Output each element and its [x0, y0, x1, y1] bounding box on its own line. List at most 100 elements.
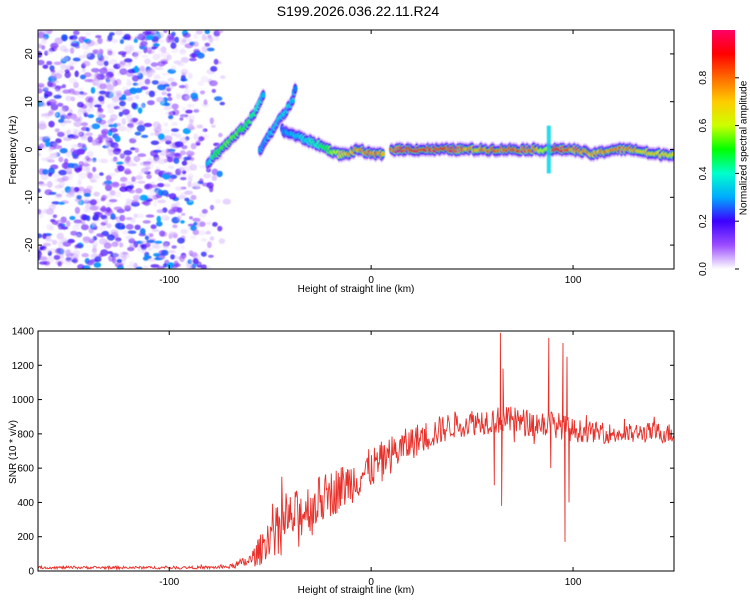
spectrogram-noise-cell	[75, 243, 84, 249]
spectrogram-noise-cell	[104, 217, 109, 224]
spectrogram-noise-cell	[69, 38, 77, 45]
spectrogram-noise-cell	[54, 88, 59, 93]
spectrogram-noise-cell	[193, 222, 198, 226]
snr-x-label: Height of straight line (km)	[298, 585, 415, 596]
spectrogram-noise-cell	[180, 177, 187, 181]
spectrogram-noise-cell	[149, 233, 154, 238]
spectrogram-noise-cell	[130, 217, 136, 224]
spectrogram-noise-cell	[105, 203, 111, 207]
spectrogram-noise-cell	[44, 91, 53, 97]
spectrogram-noise-cell	[157, 32, 165, 39]
spectrogram-noise-cell	[102, 137, 110, 142]
spectrogram-noise-cell	[179, 255, 185, 263]
spectrogram-noise-cell	[190, 235, 197, 240]
spectrogram-noise-cell	[49, 65, 55, 71]
spectrogram-noise-cell	[157, 61, 166, 67]
spectrogram-noise-cell	[189, 119, 194, 125]
spectrogram-noise-cell	[219, 101, 225, 106]
spectrogram-noise-cell	[108, 124, 115, 128]
spectrogram-noise-cell	[176, 215, 182, 221]
spectrogram-noise-cell	[162, 245, 170, 250]
spectrogram-noise-cell	[78, 36, 85, 44]
spectrogram-noise-cell	[211, 88, 216, 93]
spectrogram-noise-cell	[122, 108, 130, 116]
spectrogram-noise-cell	[98, 224, 106, 232]
spectrogram-noise-cell	[195, 30, 203, 35]
spectrogram-noise-cell	[216, 30, 224, 34]
spectrogram-noise-cell	[184, 83, 189, 90]
spectrogram-noise-cell	[156, 156, 165, 163]
spectrogram-noise-cell	[62, 120, 72, 124]
spectrogram-noise-cell	[166, 54, 172, 61]
spectrogram-noise-cell	[106, 234, 115, 241]
spectrogram-noise-cell	[213, 58, 219, 65]
spectrogram-noise-cell	[47, 172, 53, 177]
spectrogram-noise-cell	[98, 238, 108, 245]
spectrogram-x-tick-label: -100	[159, 275, 179, 286]
spectrogram-y-ticks: -20 -10 0 10 20	[24, 48, 674, 252]
spectrogram-noise-cell	[110, 158, 118, 163]
spectrogram-noise-cell	[42, 64, 49, 69]
snr-y-tick-label: 1000	[12, 395, 35, 406]
spectrogram-noise-cell	[85, 96, 94, 103]
spectrogram-noise-cell	[64, 69, 70, 74]
spectrogram-noise-cell	[205, 230, 211, 235]
spectrogram-noise-cell	[150, 224, 157, 230]
spectrogram-noise-cell	[42, 242, 52, 247]
spectrogram-noise-cell	[38, 32, 46, 39]
spectrogram-noise-cell	[165, 148, 170, 154]
spectrogram-ridge-cell	[671, 152, 674, 157]
spectrogram-noise-cell	[151, 80, 159, 85]
spectrogram-noise-cell	[72, 257, 79, 264]
spectrogram-noise-cell	[101, 128, 110, 135]
spectrogram-noise-cell	[167, 96, 173, 102]
spectrogram-noise-cell	[66, 220, 71, 227]
spectrogram-noise-cell	[44, 189, 53, 196]
spectrogram-noise-cell	[136, 124, 146, 132]
spectrogram-noise-cell	[38, 59, 45, 66]
spectrogram-noise-cell	[208, 254, 214, 258]
spectrogram-noise-cell	[139, 194, 149, 201]
spectrogram-noise-cell	[107, 251, 113, 255]
spectrogram-noise-cell	[166, 86, 174, 90]
snr-series-line	[38, 332, 674, 571]
snr-y-tick-label: 800	[17, 429, 34, 440]
spectrogram-noise-cell	[153, 127, 162, 133]
spectrogram-noise-cell	[137, 107, 143, 114]
spectrogram-noise-cell	[120, 183, 127, 188]
spectrogram-noise-cell	[78, 115, 83, 123]
spectrogram-noise-cell	[44, 135, 52, 139]
spectrogram-noise-cell	[192, 229, 199, 236]
spectrogram-noise-cell	[89, 179, 98, 183]
spectrogram-noise-cell	[50, 203, 57, 207]
spectrogram-noise-cell	[165, 172, 173, 176]
spectrogram-noise-cell	[184, 197, 190, 202]
snr-y-tick-label: 0	[28, 567, 34, 578]
spectrogram-noise-cell	[126, 80, 133, 87]
spectrogram-noise-cell	[85, 167, 91, 174]
spectrogram-noise-cell	[179, 117, 184, 121]
spectrogram-noise-cell	[73, 144, 80, 149]
spectrogram-noise-cell	[48, 120, 55, 128]
spectrogram-noise-cell	[42, 247, 51, 254]
spectrogram-ridge-cell	[380, 151, 386, 156]
spectrogram-noise-cell	[142, 220, 151, 224]
spectrogram-noise-cell	[90, 254, 96, 260]
spectrogram-noise-cell	[105, 84, 115, 91]
spectrogram-noise-cell	[99, 67, 108, 74]
spectrogram-noise-cell	[109, 59, 118, 65]
spectrogram-y-tick-label: 0	[24, 146, 35, 152]
spectrogram-noise-cell	[70, 96, 76, 102]
spectrogram-noise-cell	[172, 224, 178, 229]
spectrogram-noise-cell	[188, 198, 193, 203]
figure-title: S199.2026.036.22.11.R24	[277, 3, 440, 19]
spectrogram-noise-cell	[135, 175, 143, 181]
spectrogram-noise-cell	[77, 179, 82, 186]
spectrogram-noise-cell	[163, 135, 173, 142]
spectrogram-noise-cell	[163, 83, 170, 87]
spectrogram-noise-cell	[171, 103, 179, 110]
spectrogram-noise-cell	[125, 97, 134, 102]
spectrogram-noise-cell	[115, 30, 123, 36]
spectrogram-noise-cell	[69, 66, 75, 71]
